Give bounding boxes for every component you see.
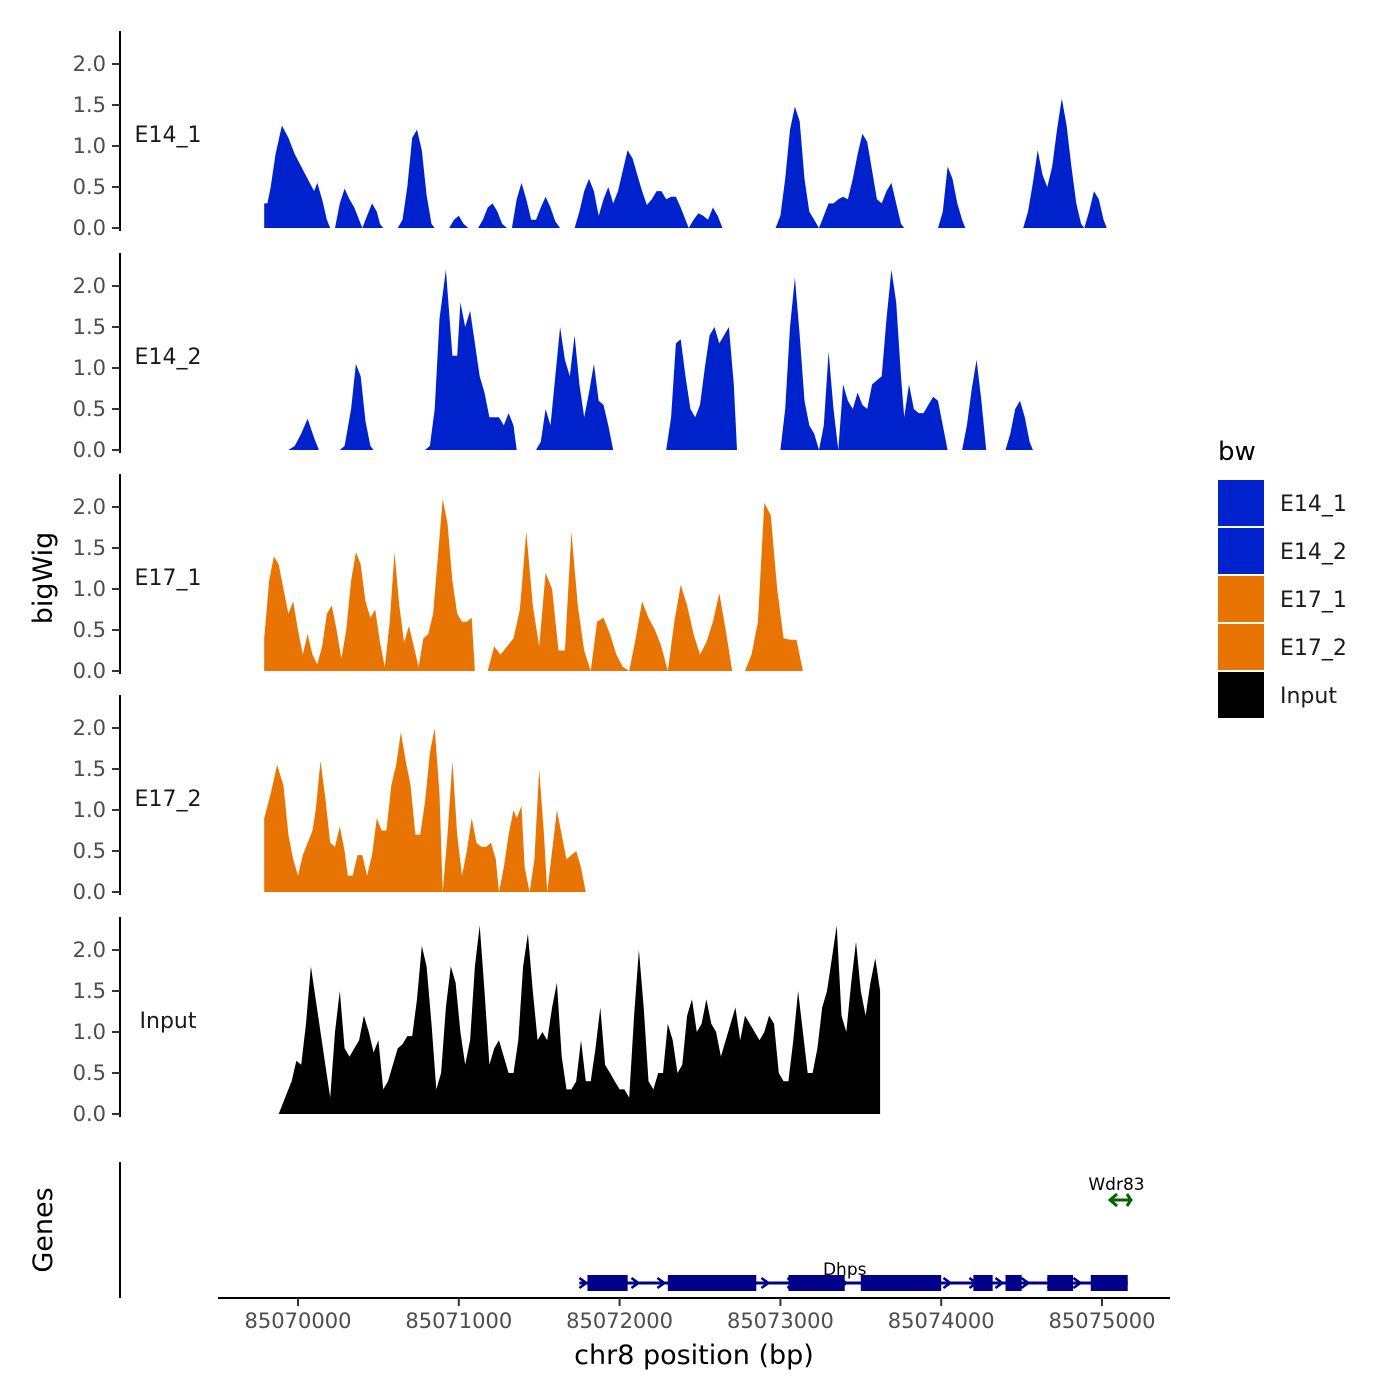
- exon-block: [788, 1275, 845, 1291]
- y-tick-label: 1.5: [73, 93, 106, 117]
- bigwig-tracks: 0.0 0.5 1.0 1.5 2.0 E14_1 0.0 0.5 1.0 1.5 2.0 E14_2…: [73, 31, 1125, 1126]
- legend-swatch: [1218, 528, 1264, 574]
- x-tick-label: 85072000: [566, 1309, 673, 1333]
- gene-label: Dhps: [823, 1260, 867, 1280]
- strand-arrow: [1125, 1193, 1133, 1207]
- y-tick-label: 0.0: [73, 880, 106, 904]
- track-input: 0.0 0.5 1.0 1.5 2.0 Input: [73, 917, 881, 1126]
- y-axis-title: bigWig: [28, 532, 59, 625]
- track-label: E17_1: [135, 566, 202, 591]
- strand-arrow: [1107, 1192, 1119, 1208]
- signal-area-e14-1: [264, 98, 1107, 229]
- y-tick-label: 0.5: [73, 1061, 106, 1085]
- y-tick-label: 0.0: [73, 1102, 106, 1126]
- legend-swatch: [1218, 576, 1264, 622]
- y-tick-label: 1.5: [73, 315, 106, 339]
- x-tick-label: 85070000: [245, 1309, 352, 1333]
- strand-arrow: [994, 1276, 1005, 1290]
- legend-swatch: [1218, 480, 1264, 526]
- gene-dhps: Dhps: [578, 1260, 1128, 1291]
- strand-arrow: [1020, 1276, 1031, 1290]
- legend-label: E17_1: [1280, 588, 1347, 613]
- signal-area-e17-2: [264, 728, 1125, 892]
- genes-panel: Dhps Wdr83: [119, 1162, 1145, 1298]
- legend-swatch: [1218, 624, 1264, 670]
- y-tick-label: 1.5: [73, 979, 106, 1003]
- y-tick-label: 2.0: [73, 495, 106, 519]
- legend-title: bw: [1218, 437, 1256, 467]
- track-e17-1: 0.0 0.5 1.0 1.5 2.0 E17_1: [73, 474, 1125, 683]
- y-tick-label: 2.0: [73, 716, 106, 740]
- legend-swatch: [1218, 672, 1264, 718]
- legend-label: E17_2: [1280, 636, 1347, 661]
- exon-block: [1090, 1275, 1128, 1291]
- legend: bw E14_1 E14_2 E17_1 E17_2 Input: [1218, 437, 1347, 718]
- signal-area-e14-2: [265, 269, 1125, 450]
- signal-area-input: [278, 925, 881, 1114]
- y-tick-label: 1.0: [73, 798, 106, 822]
- y-tick-label: 0.0: [73, 659, 106, 683]
- x-axis-title: chr8 position (bp): [574, 1340, 814, 1371]
- strand-arrow: [578, 1276, 589, 1290]
- strand-arrow: [760, 1276, 771, 1290]
- x-tick-label: 85075000: [1049, 1309, 1156, 1333]
- exon-block: [1005, 1275, 1022, 1291]
- x-tick-label: 85074000: [888, 1309, 995, 1333]
- y-tick-label: 0.0: [73, 216, 106, 240]
- strand-arrow: [656, 1276, 667, 1290]
- y-tick-label: 1.5: [73, 536, 106, 560]
- exon-block: [587, 1275, 628, 1291]
- x-tick-label: 85071000: [405, 1309, 512, 1333]
- strand-arrow: [1072, 1276, 1083, 1290]
- legend-label: E14_2: [1280, 540, 1347, 565]
- y-tick-label: 0.5: [73, 175, 106, 199]
- y-tick-label: 1.0: [73, 356, 106, 380]
- y-tick-label: 1.5: [73, 757, 106, 781]
- y-tick-label: 2.0: [73, 274, 106, 298]
- legend-label: E14_1: [1280, 492, 1347, 517]
- gene-label: Wdr83: [1088, 1175, 1144, 1195]
- track-label: E14_1: [135, 123, 202, 148]
- y-tick-label: 1.0: [73, 134, 106, 158]
- y-tick-label: 2.0: [73, 52, 106, 76]
- track-e14-2: 0.0 0.5 1.0 1.5 2.0 E14_2: [73, 253, 1125, 462]
- exon-block: [667, 1275, 757, 1291]
- strand-arrow: [942, 1276, 953, 1290]
- genes-panel-title: Genes: [28, 1187, 59, 1272]
- strand-arrow: [630, 1276, 641, 1290]
- y-tick-label: 0.0: [73, 438, 106, 462]
- y-tick-label: 1.0: [73, 577, 106, 601]
- track-e14-1: 0.0 0.5 1.0 1.5 2.0 E14_1: [73, 31, 1107, 240]
- exon-block: [973, 1275, 993, 1291]
- x-tick-label: 85073000: [727, 1309, 834, 1333]
- exon-block: [1047, 1275, 1074, 1291]
- y-tick-label: 2.0: [73, 938, 106, 962]
- exon-block: [860, 1275, 942, 1291]
- y-tick-label: 0.5: [73, 397, 106, 421]
- track-label: Input: [140, 1009, 197, 1034]
- legend-label: Input: [1280, 684, 1337, 709]
- track-e17-2: 0.0 0.5 1.0 1.5 2.0 E17_2: [73, 695, 1125, 904]
- gene-wdr83: Wdr83: [1088, 1175, 1145, 1208]
- y-tick-label: 1.0: [73, 1020, 106, 1044]
- track-label: E17_2: [135, 787, 202, 812]
- track-label: E14_2: [135, 345, 202, 370]
- y-tick-label: 0.5: [73, 618, 106, 642]
- x-axis: 85070000 85071000 85072000 85073000 85074000…: [218, 1297, 1170, 1333]
- signal-area-e17-1: [264, 498, 1125, 671]
- y-tick-label: 0.5: [73, 839, 106, 863]
